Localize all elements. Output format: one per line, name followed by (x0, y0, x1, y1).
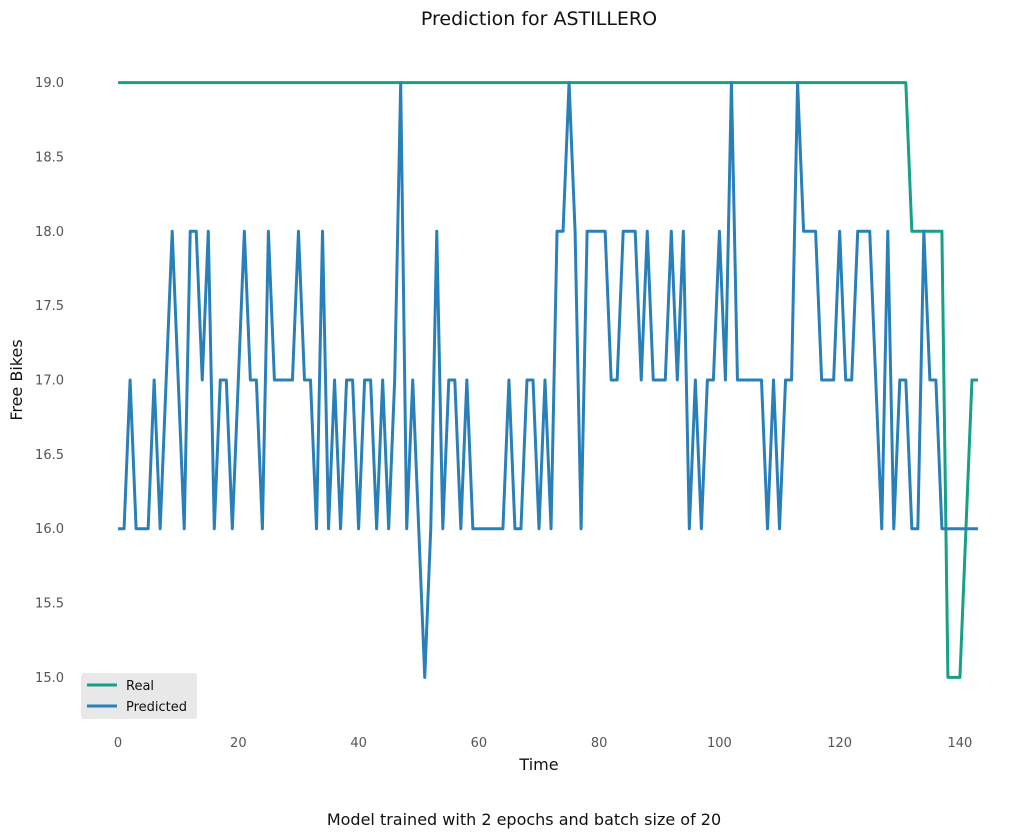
legend-label-real: Real (126, 679, 154, 694)
x-tick-label: 0 (114, 736, 122, 751)
x-tick-label: 20 (230, 736, 247, 751)
x-tick-label: 100 (707, 736, 732, 751)
y-tick-label: 17.0 (35, 374, 64, 389)
y-tick-label: 18.5 (35, 150, 64, 165)
chart-subtitle: Model trained with 2 epochs and batch si… (327, 810, 721, 829)
y-tick-label: 15.0 (35, 671, 64, 686)
x-tick-label: 120 (827, 736, 852, 751)
series-line-predicted (118, 81, 978, 679)
legend-label-predicted: Predicted (126, 700, 187, 715)
y-tick-label: 19.0 (35, 76, 64, 91)
series-lines (118, 81, 978, 679)
x-tick-labels: 0 20 40 60 80 100 120 140 (114, 736, 972, 751)
y-tick-label: 16.0 (35, 522, 64, 537)
chart-title: Prediction for ASTILLERO (421, 8, 657, 30)
x-tick-label: 80 (591, 736, 608, 751)
x-tick-label: 40 (350, 736, 367, 751)
x-tick-label: 140 (948, 736, 973, 751)
series-line-real (118, 81, 978, 679)
y-tick-label: 16.5 (35, 448, 64, 463)
x-tick-label: 60 (471, 736, 488, 751)
y-tick-label: 15.5 (35, 597, 64, 612)
x-axis-label: Time (518, 755, 558, 774)
y-tick-label: 17.5 (35, 299, 64, 314)
y-axis-label: Free Bikes (7, 339, 26, 420)
y-tick-label: 18.0 (35, 225, 64, 240)
legend: Real Predicted (81, 673, 197, 719)
y-tick-labels: 15.0 15.5 16.0 16.5 17.0 17.5 18.0 18.5 19.0 (35, 76, 64, 686)
